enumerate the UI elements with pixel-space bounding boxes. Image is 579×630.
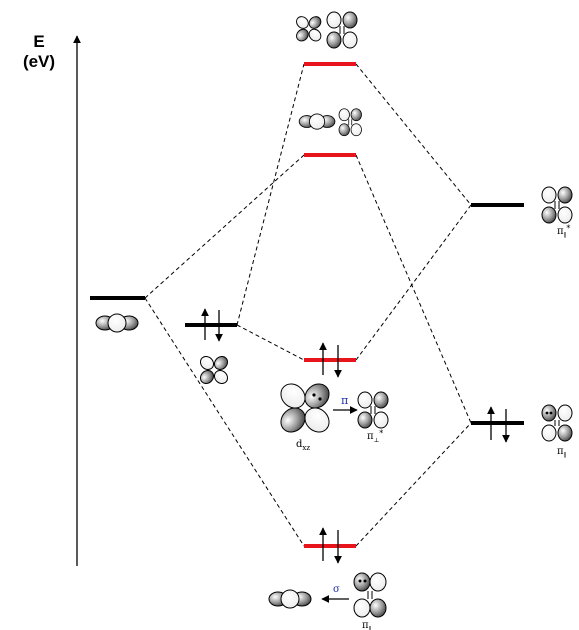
pi-bottom-label: π∥ [362,620,372,630]
pi-pair-orbital-icon [326,11,358,49]
correlation-lines [144,63,472,547]
left-electron-pair [201,308,223,342]
sp-orbital-icon-bottom [268,589,312,609]
dxz-label: dxz [296,439,310,452]
complex-pi-electron-pair [319,342,342,378]
energy-axis-symbol: E [33,32,45,51]
pi-right-label: π∥ [557,446,567,459]
clover-orbital-icon [293,13,324,44]
d-clover-orbital-icon [197,353,231,387]
pi-star-center-label: π⊥* [367,429,383,444]
pi-star-orbital-icon-center [357,391,389,429]
sp-hybrid-orbital-icon [95,313,139,333]
complex-sigma-electron-pair [319,527,342,564]
energy-axis-title: E (eV) [14,32,64,72]
pi-pair-orbital-icon-upper [338,108,362,137]
sp-orbital-icon-upper [298,113,336,130]
pi-orbital-icon-bottom [353,572,387,618]
pi-star-right-label: π∥* [557,224,570,239]
sigma-arrow-label: σ [333,584,340,595]
pi-orbital-icon-right [541,404,573,442]
dxz-orbital-icon [280,383,330,433]
pi-star-orbital-icon-right [541,186,573,224]
energy-axis-unit: (eV) [22,52,56,71]
right-pi-electron-pair [487,406,510,443]
pi-arrow-label: π [341,394,348,407]
